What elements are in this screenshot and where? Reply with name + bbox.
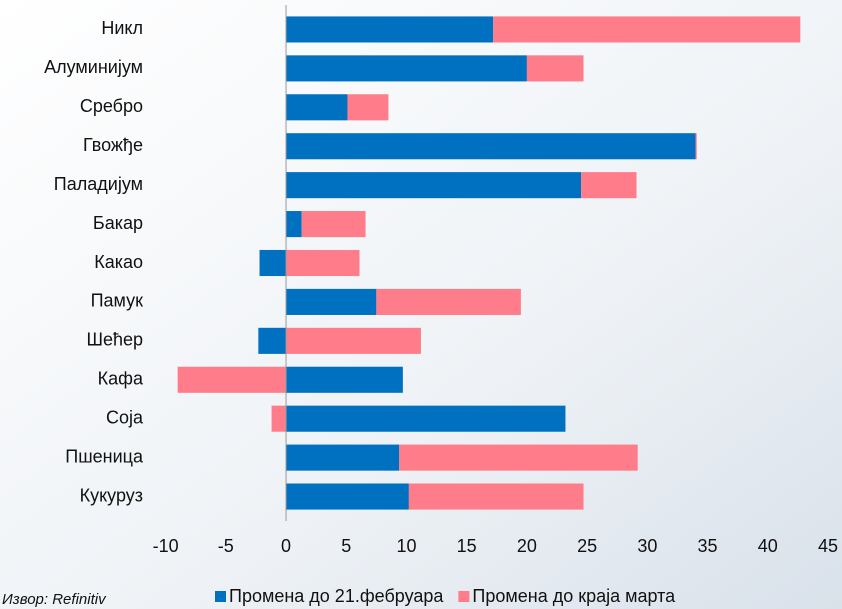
bar <box>526 55 584 82</box>
bar <box>399 444 638 471</box>
bar <box>286 94 348 121</box>
y-tick-label: Кафа <box>98 369 144 389</box>
x-tick-label: -5 <box>218 536 234 556</box>
y-tick-label: Какао <box>94 252 143 272</box>
bar <box>286 16 494 43</box>
bar <box>286 133 696 160</box>
bar <box>301 211 366 238</box>
legend-swatch <box>215 591 226 602</box>
bar <box>581 172 637 199</box>
bar <box>286 55 527 82</box>
bar <box>177 366 287 393</box>
bar <box>493 16 801 43</box>
bar <box>695 133 697 160</box>
y-tick-label: Никл <box>101 18 143 38</box>
bar <box>286 405 566 432</box>
y-tick-label: Бакар <box>93 213 143 233</box>
bar <box>286 288 377 315</box>
bar <box>258 327 287 354</box>
bar <box>271 405 287 432</box>
x-tick-label: 45 <box>818 536 838 556</box>
x-tick-label: 15 <box>457 536 477 556</box>
bar <box>286 444 400 471</box>
x-tick-label: 20 <box>517 536 537 556</box>
bar <box>347 94 389 121</box>
x-tick-label: 25 <box>577 536 597 556</box>
x-tick-label: 5 <box>341 536 351 556</box>
bar <box>286 483 409 510</box>
y-tick-label: Шећер <box>86 330 143 350</box>
legend-swatch <box>458 591 470 602</box>
legend-label: Промена до 21.фебруара <box>229 586 444 606</box>
y-tick-label: Сребро <box>80 96 143 116</box>
legend-label: Промена до краја марта <box>472 586 676 606</box>
bar <box>286 366 403 393</box>
bar <box>286 172 582 199</box>
x-tick-label: 35 <box>698 536 718 556</box>
bar <box>376 288 521 315</box>
source: Извор: Refinitiv <box>2 591 107 608</box>
x-tick-label: -10 <box>153 536 179 556</box>
bar <box>259 249 287 277</box>
bar <box>408 483 584 510</box>
x-tick-label: 30 <box>637 536 657 556</box>
y-tick-label: Паладијум <box>54 174 143 194</box>
y-tick-label: Соја <box>106 407 144 427</box>
y-tick-label: Гвожђе <box>83 135 143 155</box>
x-tick-label: 10 <box>396 536 416 556</box>
y-tick-label: Пшеница <box>65 446 144 466</box>
bar <box>286 211 302 238</box>
y-tick-label: Алуминијум <box>44 57 143 77</box>
x-tick-label: 40 <box>758 536 778 556</box>
y-tick-label: Памук <box>91 291 144 311</box>
y-tick-label: Кукуруз <box>80 485 143 505</box>
x-tick-label: 0 <box>281 536 291 556</box>
bar <box>286 249 360 277</box>
bar <box>286 327 421 354</box>
